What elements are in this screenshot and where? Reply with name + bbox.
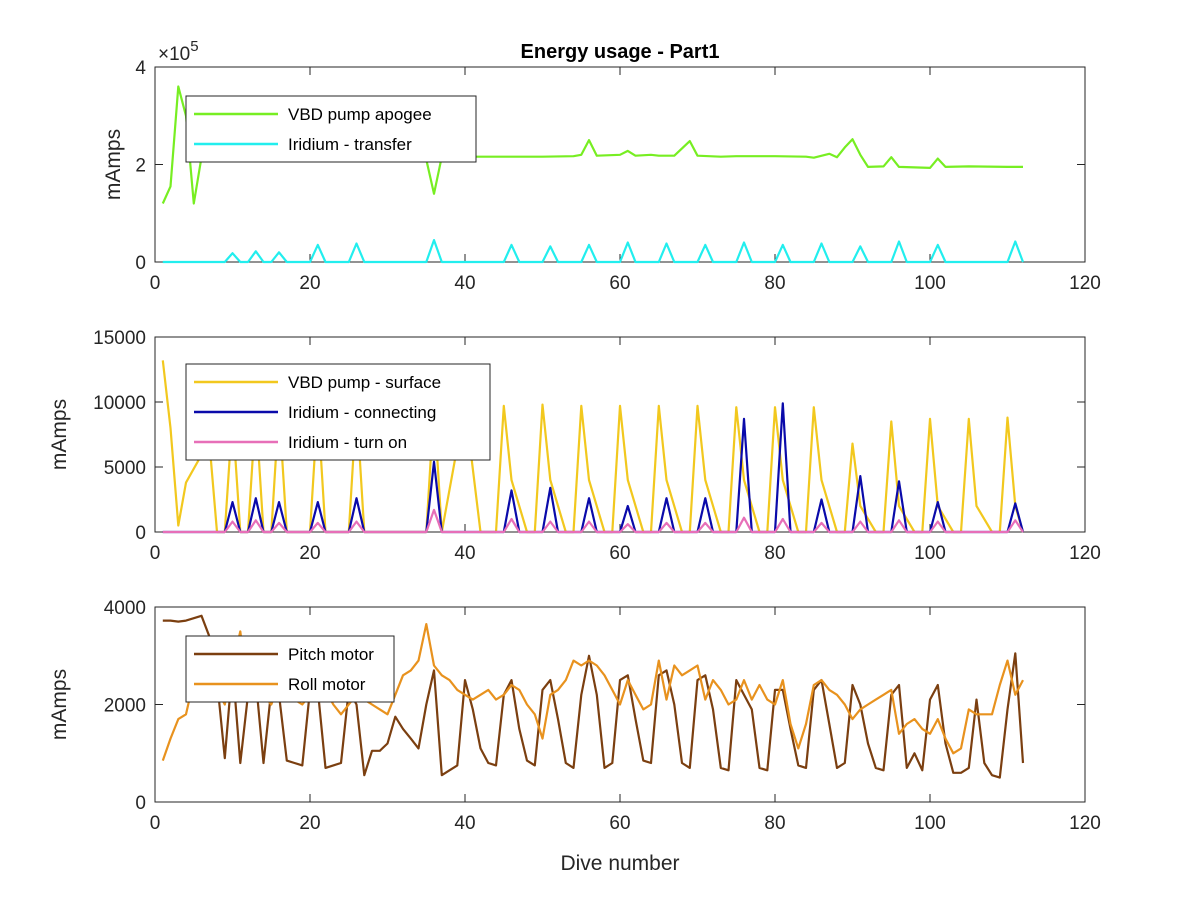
legend-label: VBD pump - surface bbox=[288, 373, 441, 392]
x-tick-label: 100 bbox=[914, 543, 946, 564]
x-tick-label: 60 bbox=[609, 273, 630, 294]
x-tick-label: 120 bbox=[1069, 273, 1101, 294]
y-axis-label: mAmps bbox=[102, 129, 125, 200]
x-tick-label: 40 bbox=[454, 273, 475, 294]
x-tick-label: 80 bbox=[764, 813, 785, 834]
y-axis-label: mAmps bbox=[48, 669, 71, 740]
y-exponent-power: 5 bbox=[190, 38, 198, 55]
y-tick-label: 5000 bbox=[104, 458, 146, 479]
legend-box bbox=[185, 635, 395, 703]
y-tick-label: 15000 bbox=[93, 328, 146, 349]
series-line-2 bbox=[162, 239, 1025, 264]
y-tick-label: 0 bbox=[135, 253, 146, 274]
legend-label: Roll motor bbox=[288, 675, 366, 694]
x-tick-label: 20 bbox=[299, 543, 320, 564]
y-tick-label: 10000 bbox=[93, 393, 146, 414]
x-tick-label: 120 bbox=[1069, 543, 1101, 564]
subplot-2: 0 20 40 60 80 100 120 0 5000 10000 15000 mAmps VBD p… bbox=[48, 328, 1101, 564]
legend: VBD pump - surface Iridium - connecting Ir… bbox=[185, 363, 491, 461]
series-line-1 bbox=[162, 614, 1025, 779]
y-axis-label: mAmps bbox=[48, 399, 71, 470]
x-tick-label: 20 bbox=[299, 813, 320, 834]
x-tick-label: 0 bbox=[150, 273, 161, 294]
y-tick-label: 0 bbox=[135, 793, 146, 814]
x-tick-label: 100 bbox=[914, 813, 946, 834]
y-exponent-label: ×105 bbox=[158, 38, 199, 65]
subplot-3: 0 20 40 60 80 100 120 0 2000 4000 mAmps Pitch motor… bbox=[48, 598, 1101, 834]
x-tick-label: 60 bbox=[609, 543, 630, 564]
legend-label: Iridium - transfer bbox=[288, 135, 412, 154]
legend-label: Iridium - connecting bbox=[288, 403, 436, 422]
y-tick-label: 4000 bbox=[104, 598, 146, 619]
series-line-3 bbox=[162, 508, 1024, 534]
y-tick-label: 0 bbox=[135, 523, 146, 544]
x-tick-label: 40 bbox=[454, 813, 475, 834]
legend: Pitch motor Roll motor bbox=[185, 635, 395, 703]
x-tick-label: 80 bbox=[764, 273, 785, 294]
x-tick-label: 0 bbox=[150, 813, 161, 834]
subplot-1: 0 20 40 60 80 100 120 0 2 4 mAmps ×105 VBD pump apog… bbox=[102, 38, 1101, 294]
x-tick-label: 80 bbox=[764, 543, 785, 564]
y-tick-label: 2 bbox=[135, 156, 146, 177]
x-tick-label: 0 bbox=[150, 543, 161, 564]
x-tick-label: 60 bbox=[609, 813, 630, 834]
x-tick-label: 20 bbox=[299, 273, 320, 294]
series-line-1 bbox=[161, 360, 1025, 534]
x-tick-label: 40 bbox=[454, 543, 475, 564]
legend-box bbox=[185, 95, 477, 163]
figure-title: Energy usage - Part1 bbox=[521, 41, 720, 63]
legend-label: VBD pump apogee bbox=[288, 105, 432, 124]
x-tick-label: 120 bbox=[1069, 813, 1101, 834]
legend-label: Pitch motor bbox=[288, 645, 374, 664]
legend: VBD pump apogee Iridium - transfer bbox=[185, 95, 477, 163]
x-tick-label: 100 bbox=[914, 273, 946, 294]
y-tick-label: 4 bbox=[135, 58, 146, 79]
legend-label: Iridium - turn on bbox=[288, 433, 407, 452]
x-axis-label: Dive number bbox=[560, 852, 679, 875]
y-tick-label: 2000 bbox=[104, 696, 146, 717]
